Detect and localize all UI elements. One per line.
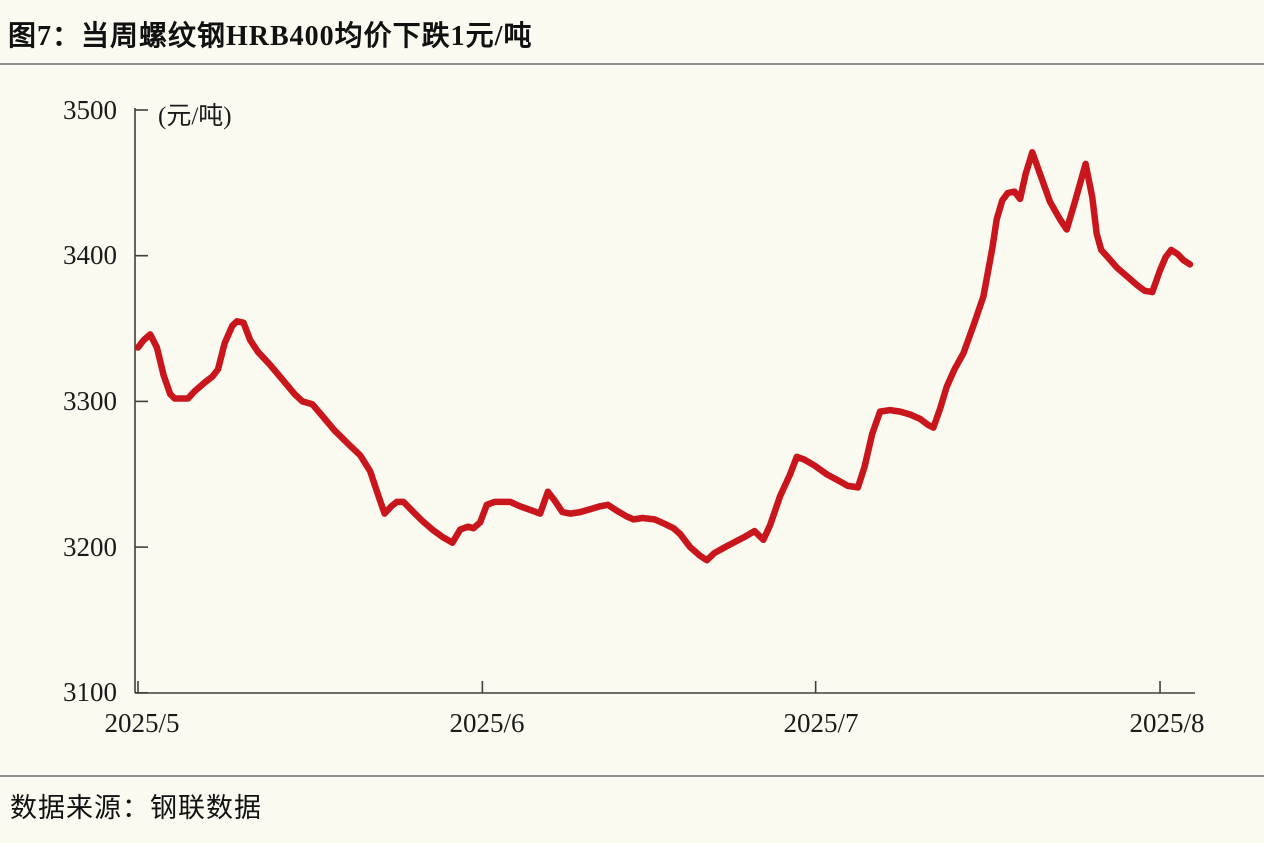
y-tick-label-3200: 3200 bbox=[63, 532, 117, 562]
figure-title: 图7：当周螺纹钢HRB400均价下跌1元/吨 bbox=[8, 21, 533, 52]
title-separator bbox=[0, 63, 1264, 65]
x-tick-label-2025-5: 2025/5 bbox=[104, 708, 180, 738]
footer-separator bbox=[0, 775, 1264, 777]
x-tick-label-2025-6: 2025/6 bbox=[449, 708, 525, 738]
x-tick-label-2025-7: 2025/7 bbox=[783, 708, 859, 738]
y-tick-label-3300: 3300 bbox=[63, 386, 117, 416]
data-source: 数据来源：钢联数据 bbox=[10, 793, 262, 823]
y-tick-label-3400: 3400 bbox=[63, 240, 117, 270]
y-tick-label-3500: 3500 bbox=[63, 95, 117, 125]
y-axis-unit-label: (元/吨) bbox=[158, 103, 232, 130]
price-line bbox=[134, 149, 1194, 564]
y-tick-label-3100: 3100 bbox=[63, 677, 117, 707]
x-tick-label-2025-8: 2025/8 bbox=[1129, 708, 1205, 738]
